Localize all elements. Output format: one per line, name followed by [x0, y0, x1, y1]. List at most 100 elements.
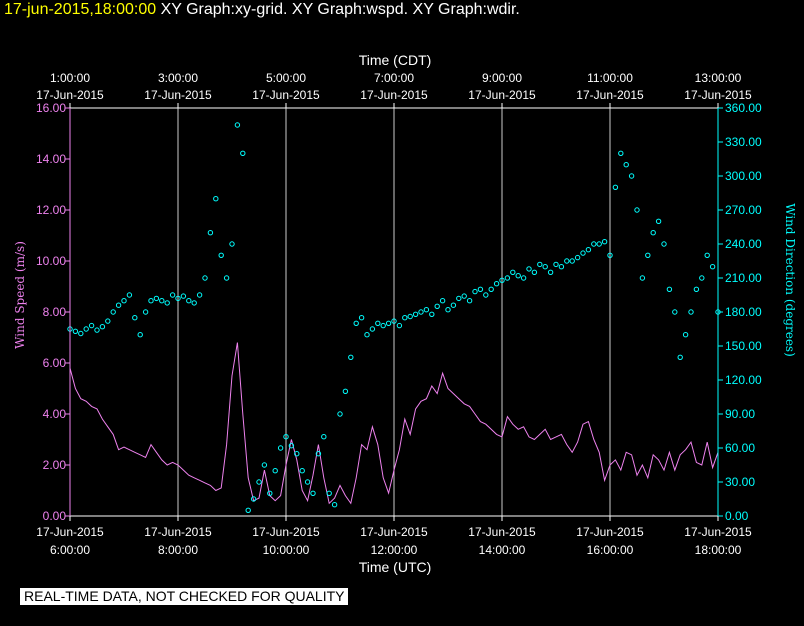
wind-direction-point — [326, 490, 332, 496]
x-tick-label-top-time: 9:00:00 — [482, 71, 522, 85]
x-tick-label-top-date: 17-Jun-2015 — [576, 88, 644, 102]
wind-direction-point — [472, 288, 478, 295]
y-tick-label-right: 90.00 — [725, 407, 755, 421]
wind-direction-point — [569, 258, 575, 264]
wind-direction-point — [294, 451, 300, 457]
y-tick-label-left: 6.00 — [43, 356, 67, 370]
x-tick-label-top-time: 3:00:00 — [158, 71, 198, 85]
wind-direction-point — [564, 258, 570, 264]
wind-direction-point — [348, 354, 354, 360]
wind-direction-point — [666, 286, 673, 292]
x-tick-label-top-date: 17-Jun-2015 — [468, 88, 536, 102]
x-tick-label-top-date: 17-Jun-2015 — [144, 88, 212, 102]
wind-direction-point — [277, 445, 284, 451]
wind-direction-point — [585, 247, 592, 253]
y-tick-label-right: 0.00 — [725, 509, 749, 523]
wind-direction-point — [272, 468, 278, 474]
wind-direction-point — [477, 286, 484, 292]
y-tick-label-right: 210.00 — [725, 271, 762, 285]
y-axis-label-left: Wind Speed (m/s) — [13, 241, 27, 349]
wind-direction-point — [175, 295, 181, 302]
wind-direction-point — [137, 332, 143, 338]
wind-direction-point — [542, 264, 548, 270]
wind-direction-point — [612, 184, 619, 191]
x-tick-label-bottom-date: 17-Jun-2015 — [576, 525, 644, 539]
wind-direction-point — [504, 275, 511, 281]
y-tick-label-right: 180.00 — [725, 305, 762, 319]
wind-direction-point — [661, 241, 667, 247]
wind-direction-point — [202, 275, 208, 281]
wind-direction-point — [412, 311, 419, 317]
y-tick-label-left: 16.00 — [36, 101, 66, 115]
wind-direction-point — [159, 298, 165, 304]
wind-direction-point — [591, 241, 597, 247]
wind-direction-point — [186, 298, 192, 304]
wind-direction-point — [407, 313, 413, 320]
wind-direction-point — [601, 239, 608, 245]
wind-direction-point — [88, 322, 95, 329]
wind-direction-point — [196, 292, 203, 298]
wind-direction-point — [337, 411, 343, 417]
wind-direction-point — [169, 292, 176, 298]
wind-speed-series — [69, 342, 719, 505]
wind-direction-point — [493, 281, 500, 287]
x-axis-label-top: Time (CDT) — [359, 52, 432, 68]
wind-direction-point — [461, 293, 467, 299]
wind-direction-point — [261, 462, 268, 468]
x-tick-label-top-time: 7:00:00 — [374, 71, 414, 85]
wind-direction-point — [375, 320, 381, 326]
wind-direction-point — [655, 218, 662, 225]
y-tick-label-right: 330.00 — [725, 135, 762, 149]
wind-direction-point — [526, 266, 532, 272]
axes — [65, 103, 723, 521]
x-tick-label-bottom-date: 17-Jun-2015 — [468, 525, 536, 539]
wind-direction-point — [574, 254, 581, 261]
wind-direction-point — [369, 326, 376, 332]
y-tick-label-right: 120.00 — [725, 373, 762, 387]
x-tick-label-bottom-date: 17-Jun-2015 — [252, 525, 320, 539]
wind-direction-point — [628, 173, 635, 179]
x-tick-label-top-time: 5:00:00 — [266, 71, 306, 85]
wind-direction-point — [132, 315, 138, 321]
wind-direction-point — [229, 241, 235, 247]
wind-direction-point — [223, 275, 230, 281]
wind-direction-point — [207, 230, 214, 236]
wind-direction-point — [488, 286, 494, 292]
x-tick-label-top-date: 17-Jun-2015 — [252, 88, 320, 102]
wind-direction-point — [499, 277, 505, 283]
x-tick-label-top-date: 17-Jun-2015 — [684, 88, 752, 102]
wind-direction-point — [121, 298, 127, 304]
x-tick-label-bottom-date: 17-Jun-2015 — [144, 525, 212, 539]
y-tick-label-right: 150.00 — [725, 339, 762, 353]
chart-header: 17-jun-2015,18:00:00 XY Graph:xy-grid. X… — [4, 1, 520, 19]
wind-direction-point — [688, 309, 694, 315]
wind-direction-point — [607, 252, 613, 259]
wind-direction-point — [434, 303, 440, 309]
x-tick-label-bottom-date: 17-Jun-2015 — [684, 525, 752, 539]
y-tick-label-left: 2.00 — [43, 458, 67, 472]
x-tick-label-top-time: 1:00:00 — [50, 71, 90, 85]
wind-direction-point — [391, 318, 397, 324]
x-tick-label-bottom-time: 14:00:00 — [479, 543, 526, 557]
wind-direction-point — [596, 241, 602, 247]
wind-direction-point — [693, 286, 700, 292]
wind-direction-point — [126, 292, 133, 298]
wind-direction-point — [315, 451, 322, 457]
wind-direction-point — [645, 252, 651, 259]
wind-direction-point — [483, 292, 489, 298]
wind-direction-point — [83, 326, 89, 332]
wind-direction-point — [580, 250, 586, 256]
x-axis-label-bottom: Time (UTC) — [359, 559, 432, 575]
wind-direction-point — [331, 502, 338, 508]
wind-direction-point — [385, 320, 392, 326]
wind-direction-point — [245, 507, 251, 513]
wind-direction-point — [623, 162, 629, 168]
x-tick-label-bottom-time: 8:00:00 — [158, 543, 198, 557]
y-tick-label-right: 360.00 — [725, 101, 762, 115]
y-tick-label-left: 10.00 — [36, 254, 66, 268]
wind-direction-point — [547, 269, 554, 275]
grid-lines — [177, 108, 611, 516]
wind-direction-point — [72, 328, 79, 334]
wind-direction-point — [191, 300, 197, 306]
wind-direction-point — [304, 479, 311, 485]
